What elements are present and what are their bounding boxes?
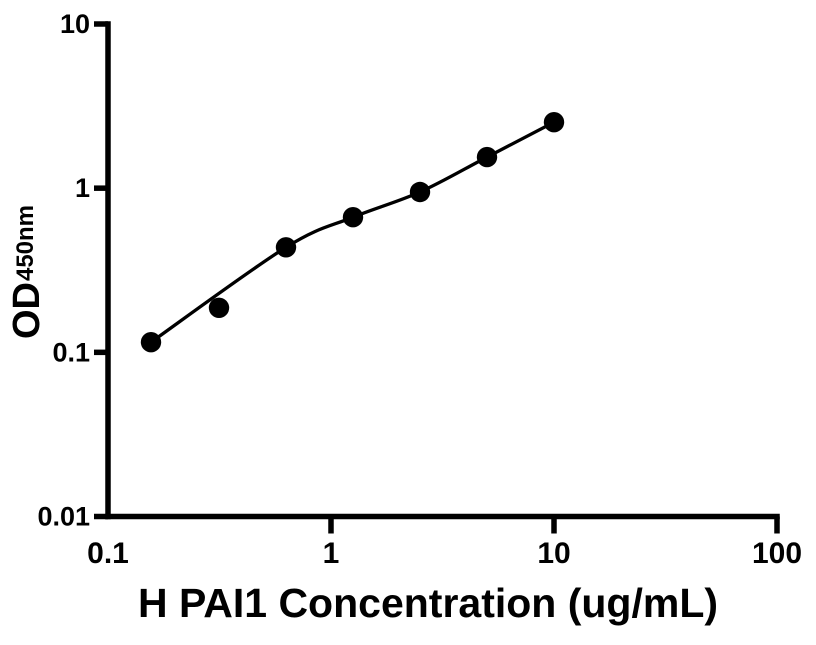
svg-text:H PAI1 Concentration (ug/mL): H PAI1 Concentration (ug/mL) [138,580,718,626]
svg-text:1: 1 [323,537,340,570]
svg-text:0.1: 0.1 [87,537,129,570]
svg-text:10: 10 [537,537,570,570]
svg-text:OD450nm: OD450nm [6,205,48,339]
svg-text:0.01: 0.01 [37,502,90,532]
svg-text:100: 100 [752,537,802,570]
svg-text:10: 10 [60,9,90,39]
svg-text:0.1: 0.1 [52,337,90,367]
svg-text:1: 1 [75,173,90,203]
